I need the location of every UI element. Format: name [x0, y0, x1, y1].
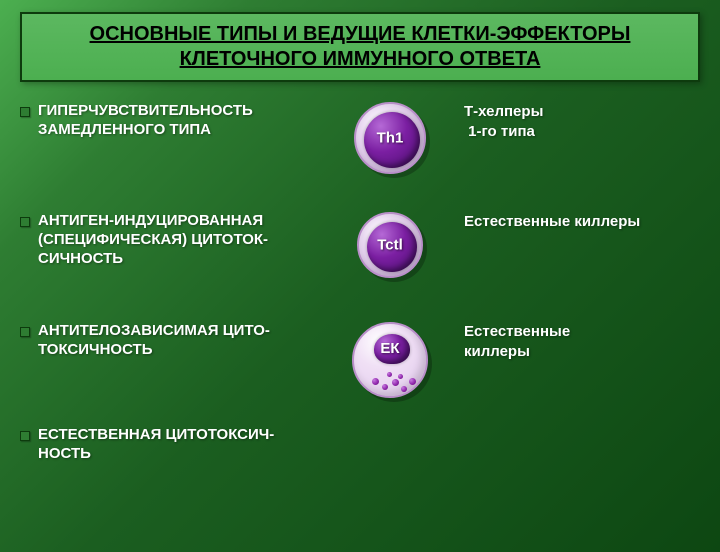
cell-tctl: Tctl — [330, 212, 450, 278]
cell-th1: Th1 — [330, 102, 450, 174]
bullet-icon — [20, 217, 30, 227]
title-box: ОСНОВНЫЕ ТИПЫ И ВЕДУЩИЕ КЛЕТКИ-ЭФФЕКТОРЫ… — [20, 12, 700, 82]
cell-label: ЕК — [380, 340, 399, 357]
left-text: АНТИГЕН-ИНДУЦИРОВАННАЯ (СПЕЦИФИЧЕСКАЯ) Ц… — [38, 212, 320, 268]
bullet-icon — [20, 431, 30, 441]
left-text: ГИПЕРЧУВСТВИТЕЛЬНОСТЬ ЗАМЕДЛЕННОГО ТИПА — [38, 102, 320, 140]
left-label-ek: АНТИТЕЛОЗАВИСИМАЯ ЦИТО-ТОКСИЧНОСТЬ — [20, 322, 330, 360]
left-text: ЕСТЕСТВЕННАЯ ЦИТОТОКСИЧ-НОСТЬ — [38, 426, 320, 464]
cell-label: Tctl — [377, 237, 403, 254]
cell-ek: ЕК — [330, 322, 450, 398]
content-area: ГИПЕРЧУВСТВИТЕЛЬНОСТЬ ЗАМЕДЛЕННОГО ТИПА … — [0, 102, 720, 508]
left-label-natural: ЕСТЕСТВЕННАЯ ЦИТОТОКСИЧ-НОСТЬ — [20, 426, 330, 464]
page-title: ОСНОВНЫЕ ТИПЫ И ВЕДУЩИЕ КЛЕТКИ-ЭФФЕКТОРЫ… — [36, 22, 684, 72]
right-text: Естественные киллеры — [464, 212, 640, 232]
right-label-tctl: Естественные киллеры — [450, 212, 700, 232]
bullet-icon — [20, 327, 30, 337]
bullet-icon — [20, 107, 30, 117]
left-text: АНТИТЕЛОЗАВИСИМАЯ ЦИТО-ТОКСИЧНОСТЬ — [38, 322, 320, 360]
right-label-th1: Т-хелперы 1-го типа — [450, 102, 700, 141]
right-text: Т-хелперы 1-го типа — [464, 102, 543, 141]
right-label-ek: Естественныекиллеры — [450, 322, 700, 361]
row-ek: АНТИТЕЛОЗАВИСИМАЯ ЦИТО-ТОКСИЧНОСТЬ ЕК — [20, 322, 700, 404]
left-label-tctl: АНТИГЕН-ИНДУЦИРОВАННАЯ (СПЕЦИФИЧЕСКАЯ) Ц… — [20, 212, 330, 268]
right-text: Естественныекиллеры — [464, 322, 570, 361]
row-natural: ЕСТЕСТВЕННАЯ ЦИТОТОКСИЧ-НОСТЬ — [20, 426, 700, 508]
left-label-th1: ГИПЕРЧУВСТВИТЕЛЬНОСТЬ ЗАМЕДЛЕННОГО ТИПА — [20, 102, 330, 140]
cell-label: Th1 — [377, 130, 404, 147]
row-th1: ГИПЕРЧУВСТВИТЕЛЬНОСТЬ ЗАМЕДЛЕННОГО ТИПА … — [20, 102, 700, 184]
row-tctl: АНТИГЕН-ИНДУЦИРОВАННАЯ (СПЕЦИФИЧЕСКАЯ) Ц… — [20, 212, 700, 294]
